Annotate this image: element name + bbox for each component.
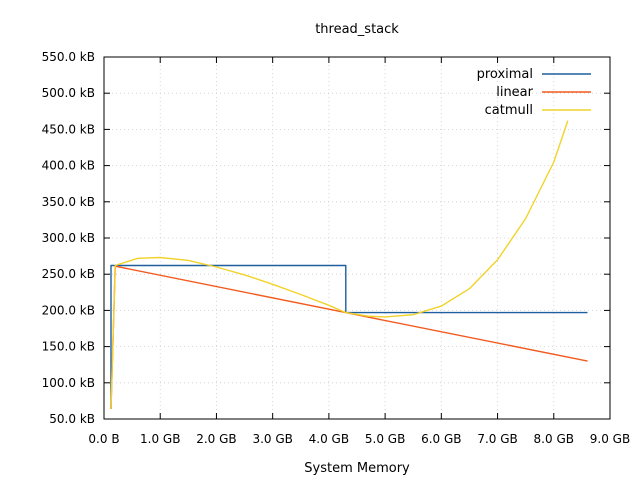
x-tick-labels: 0.0 B 1.0 GB 2.0 GB 3.0 GB 4.0 GB 5.0 GB 6.0 G… xyxy=(88,432,630,446)
y-tick-label: 250.0 kB xyxy=(42,267,95,281)
series-line-linear xyxy=(110,265,588,409)
y-tick-label: 500.0 kB xyxy=(42,86,95,100)
y-tick-label: 150.0 kB xyxy=(42,340,95,354)
x-tick-label: 8.0 GB xyxy=(534,432,574,446)
series-lines xyxy=(110,120,588,409)
y-tick-label: 100.0 kB xyxy=(42,376,95,390)
y-tick-label: 400.0 kB xyxy=(42,159,95,173)
y-tick-label: 550.0 kB xyxy=(42,50,95,64)
x-tick-label: 7.0 GB xyxy=(477,432,517,446)
x-tick-label: 5.0 GB xyxy=(365,432,405,446)
x-tick-label: 2.0 GB xyxy=(196,432,236,446)
legend: proximal linear catmull xyxy=(477,67,591,118)
legend-label-catmull: catmull xyxy=(485,103,533,118)
grid-lines xyxy=(104,57,610,419)
y-tick-label: 200.0 kB xyxy=(42,303,95,317)
x-tick-label: 6.0 GB xyxy=(421,432,461,446)
chart-title: thread_stack xyxy=(315,22,399,37)
y-tick-label: 50.0 kB xyxy=(49,412,95,426)
x-tick-label: 3.0 GB xyxy=(252,432,292,446)
x-tick-label: 9.0 GB xyxy=(590,432,630,446)
series-line-proximal xyxy=(110,264,588,409)
x-axis-label: System Memory xyxy=(304,461,410,476)
legend-label-proximal: proximal xyxy=(477,67,533,82)
x-tick-label: 0.0 B xyxy=(88,432,119,446)
y-tick-label: 450.0 kB xyxy=(42,122,95,136)
axis-ticks xyxy=(103,56,611,420)
y-tick-labels: 50.0 kB 100.0 kB 150.0 kB 200.0 kB 250.0 kB 3… xyxy=(42,50,95,426)
legend-label-linear: linear xyxy=(496,85,533,100)
y-tick-label: 300.0 kB xyxy=(42,231,95,245)
x-tick-label: 4.0 GB xyxy=(309,432,349,446)
series-line-catmull xyxy=(110,120,569,409)
y-tick-label: 350.0 kB xyxy=(42,195,95,209)
x-tick-label: 1.0 GB xyxy=(140,432,180,446)
